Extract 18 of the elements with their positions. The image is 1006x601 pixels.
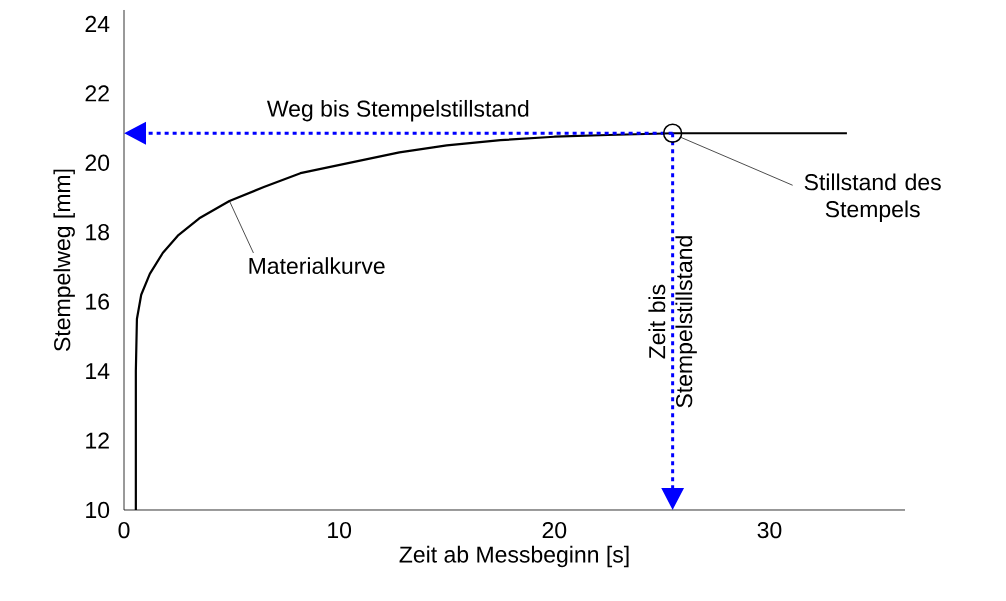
y-tick-label: 22 <box>85 85 109 102</box>
y-tick-label: 14 <box>86 363 110 380</box>
y-tick-label: 20 <box>85 154 110 171</box>
y-axis-title: Stempelweg [mm] <box>53 169 75 351</box>
annotation: Stillstand des Stempels <box>804 173 941 222</box>
y-tick-label: 18 <box>86 224 110 241</box>
annotation: Materialkurve <box>249 257 385 275</box>
x-axis-title: Zeit ab Messbeginn [s] <box>399 545 629 568</box>
y-tick-label: 12 <box>86 432 109 449</box>
x-tick-label: 20 <box>542 521 567 539</box>
x-tick-label: 10 <box>328 521 352 539</box>
y-tick-label: 16 <box>86 293 109 310</box>
annotation: Zeit bis Stempelstillstand <box>648 236 697 408</box>
annotation: Weg bis Stempelstillstand <box>266 99 529 122</box>
y-tick-label: 10 <box>86 501 110 519</box>
y-tick-label: 24 <box>85 15 110 32</box>
x-tick-label: 30 <box>757 521 782 539</box>
x-tick-label: 0 <box>118 521 130 539</box>
